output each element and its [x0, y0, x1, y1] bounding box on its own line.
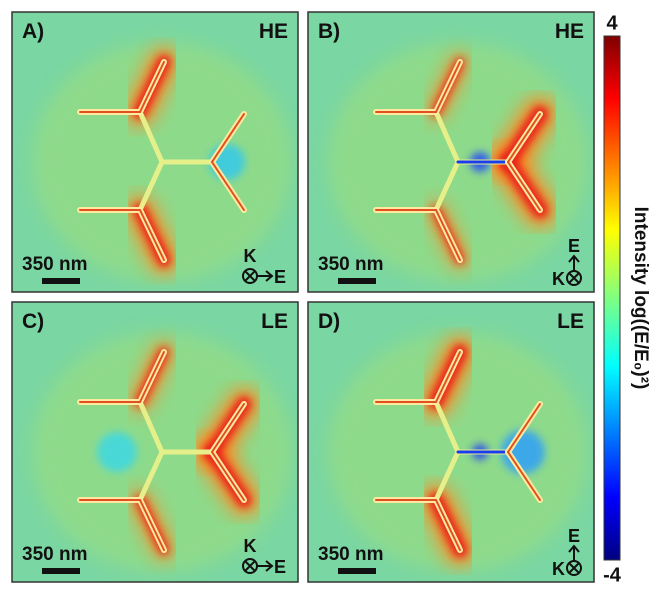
field-map [328, 42, 588, 282]
e-label: E [274, 267, 286, 287]
particle-core [211, 161, 245, 211]
scale-bar [42, 568, 80, 574]
particle-core [435, 351, 461, 403]
field-map [328, 332, 588, 572]
e-label: E [568, 526, 580, 546]
particle-core [507, 403, 541, 453]
k-cross [568, 562, 580, 574]
e-label: E [274, 557, 286, 577]
particle-core [139, 499, 165, 551]
particle-core [435, 61, 461, 113]
particle-core [211, 403, 245, 453]
k-label: K [552, 269, 565, 289]
particle-core [507, 161, 541, 211]
k-cross [244, 560, 256, 572]
colorbar-max: 4 [606, 12, 618, 34]
k-label: K [552, 559, 565, 579]
colorbar-title: Intensity log((E/E₀)²) [630, 207, 651, 390]
mode-label: HE [259, 20, 288, 43]
field-map [32, 42, 292, 282]
k-cross [244, 270, 256, 282]
scale-bar-label: 350 nm [22, 544, 87, 565]
panel: D) LE 350 nm KE [307, 301, 595, 583]
colorbar-min: -4 [603, 564, 622, 586]
stem [433, 399, 461, 455]
mode-label: LE [261, 310, 288, 333]
particle-core [435, 209, 461, 261]
stem [433, 109, 461, 165]
stem [137, 399, 165, 455]
k-cross [568, 272, 580, 284]
particle-core [507, 451, 541, 501]
e-arrow [257, 270, 274, 282]
panel-label: C) [22, 310, 44, 333]
panel-label: D) [318, 310, 340, 333]
particle-core [139, 61, 165, 113]
panel-label: A) [22, 20, 44, 43]
particle-core [139, 351, 165, 403]
panel: C) LE 350 nm KE [11, 301, 299, 583]
particle-core [435, 499, 461, 551]
panel-border [11, 301, 299, 583]
stem [137, 449, 165, 503]
e-label: E [568, 236, 580, 256]
stem [433, 449, 461, 503]
k-label: K [244, 536, 257, 556]
scale-bar [42, 278, 80, 284]
k-label: K [244, 246, 257, 266]
panel-label: B) [318, 20, 340, 43]
panel-border [307, 301, 595, 583]
particle-core [507, 113, 541, 163]
scale-bar [338, 568, 376, 574]
panel: A) HE 350 nm KE [11, 11, 299, 293]
field-map [32, 332, 292, 572]
e-arrow [568, 544, 580, 561]
scale-bar [338, 278, 376, 284]
stem [433, 159, 461, 213]
stem [137, 109, 165, 165]
panel: B) HE 350 nm KE [307, 11, 595, 293]
scale-bar-label: 350 nm [318, 254, 383, 275]
colorbar [603, 35, 621, 561]
scale-bar-label: 350 nm [22, 254, 87, 275]
e-arrow [568, 254, 580, 271]
stem [137, 159, 165, 213]
mode-label: LE [557, 310, 584, 333]
particle-core [211, 451, 245, 501]
scale-bar-label: 350 nm [318, 544, 383, 565]
e-arrow [257, 560, 274, 572]
cold-spot [97, 432, 137, 472]
mode-label: HE [555, 20, 584, 43]
panel-border [11, 11, 299, 293]
particle-core [211, 113, 245, 163]
panel-border [307, 11, 595, 293]
particle-core [139, 209, 165, 261]
